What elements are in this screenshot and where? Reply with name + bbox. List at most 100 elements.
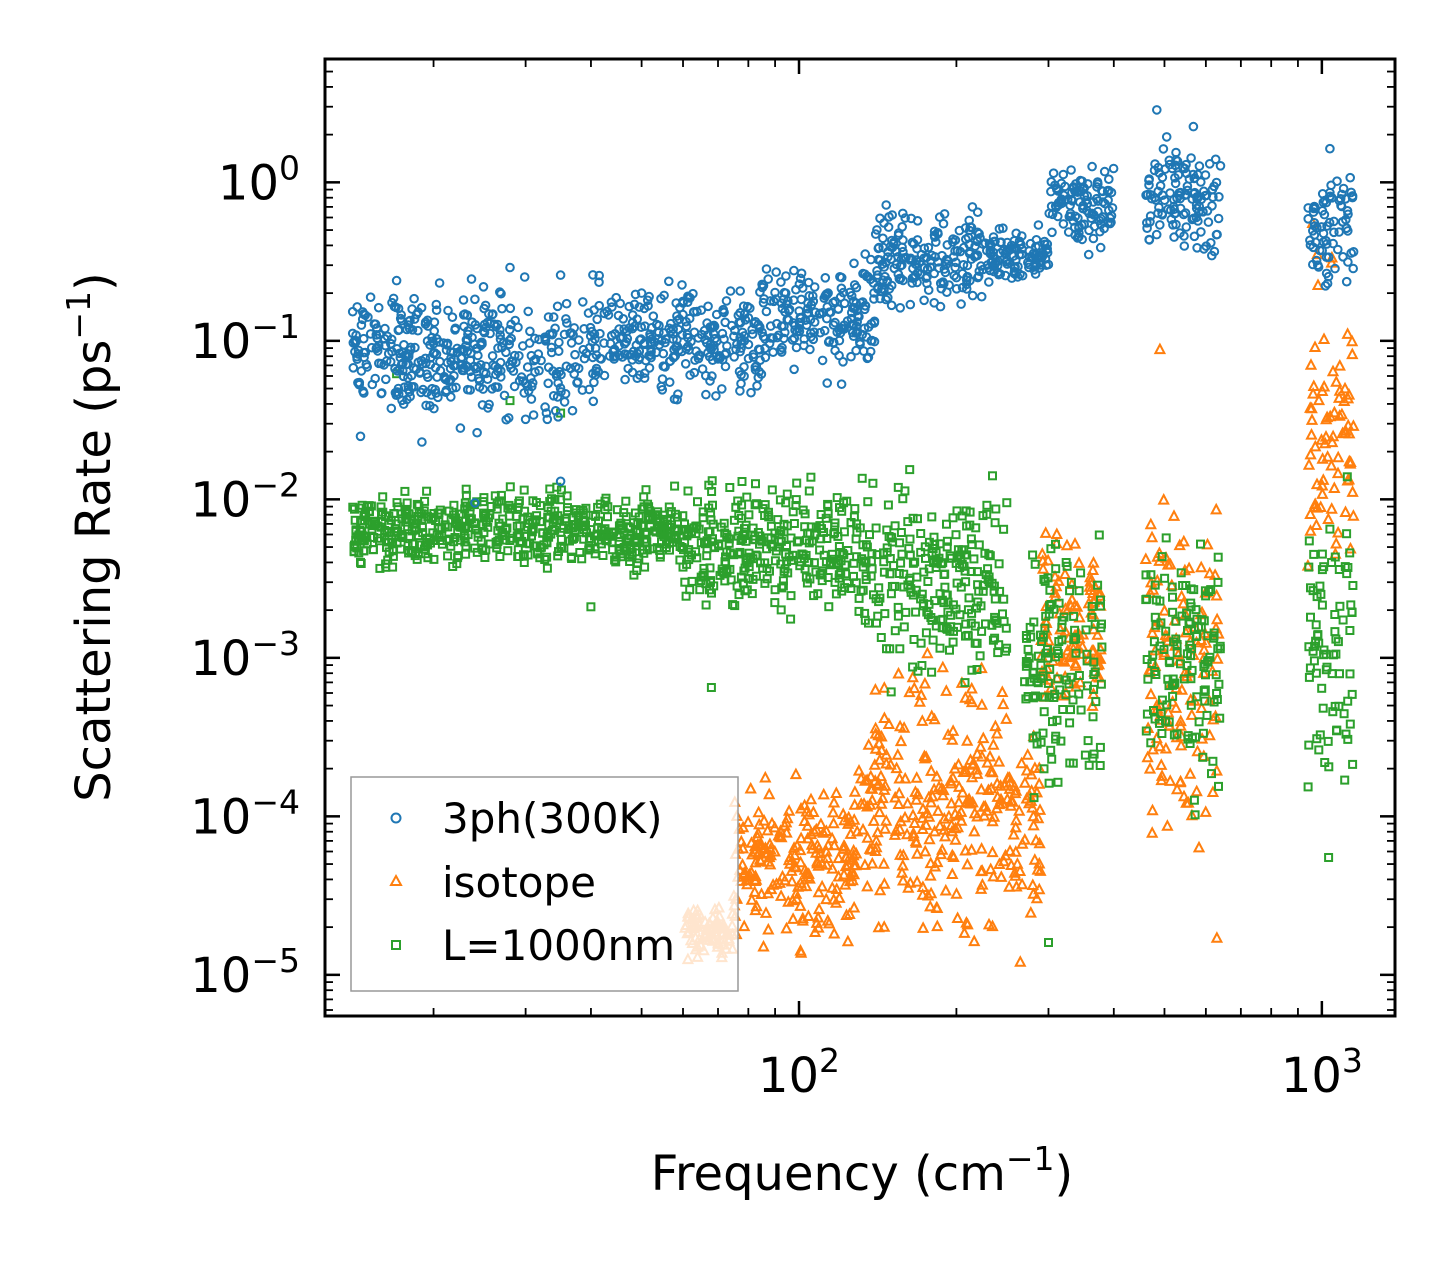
data-point-triangle bbox=[899, 771, 912, 784]
data-point-circle bbox=[1046, 177, 1057, 187]
data-point-square bbox=[1345, 626, 1355, 635]
data-point-square bbox=[1143, 674, 1153, 684]
data-point-circle bbox=[427, 336, 438, 347]
data-point-triangle bbox=[880, 747, 893, 760]
data-point-square bbox=[1182, 608, 1192, 618]
data-point-square bbox=[982, 500, 992, 510]
data-point-square bbox=[876, 633, 886, 642]
data-point-triangle bbox=[1326, 429, 1340, 442]
data-point-square bbox=[1150, 612, 1160, 622]
data-point-triangle bbox=[738, 919, 751, 932]
data-point-triangle bbox=[942, 809, 956, 822]
data-point-triangle bbox=[1083, 580, 1096, 592]
data-point-triangle bbox=[741, 815, 755, 827]
data-point-square bbox=[641, 485, 651, 495]
data-point-circle bbox=[429, 317, 440, 328]
data-point-square bbox=[1023, 644, 1033, 654]
data-point-triangle bbox=[1151, 550, 1164, 562]
data-point-square bbox=[543, 528, 553, 538]
data-point-triangle bbox=[984, 764, 997, 777]
data-point-circle bbox=[879, 285, 889, 295]
data-point-square bbox=[729, 550, 739, 560]
data-point-circle bbox=[720, 317, 731, 328]
data-point-triangle bbox=[878, 877, 891, 889]
data-point-circle bbox=[359, 352, 369, 363]
data-point-square bbox=[368, 545, 378, 555]
data-point-square bbox=[991, 504, 1001, 514]
data-point-circle bbox=[511, 357, 521, 368]
data-point-square bbox=[1333, 637, 1343, 647]
data-point-square bbox=[1192, 692, 1202, 702]
data-point-square bbox=[1209, 633, 1219, 643]
data-point-triangle bbox=[875, 797, 888, 809]
data-point-circle bbox=[645, 332, 656, 342]
data-point-square bbox=[804, 486, 814, 496]
data-point-square bbox=[948, 513, 958, 523]
data-point-square bbox=[1306, 612, 1315, 622]
data-point-square bbox=[978, 586, 988, 596]
data-point-triangle bbox=[963, 692, 977, 705]
data-point-square bbox=[1330, 701, 1340, 711]
data-point-triangle bbox=[1157, 492, 1170, 505]
data-point-circle bbox=[606, 297, 617, 308]
data-point-triangle bbox=[955, 805, 968, 817]
data-point-circle bbox=[1088, 197, 1099, 207]
data-point-square bbox=[680, 519, 689, 529]
data-point-square bbox=[1186, 598, 1196, 608]
data-point-circle bbox=[1144, 235, 1155, 245]
data-point-circle bbox=[950, 262, 961, 273]
data-point-square bbox=[1198, 752, 1208, 762]
data-point-circle bbox=[707, 371, 717, 381]
data-point-circle bbox=[413, 325, 423, 336]
data-point-triangle bbox=[803, 871, 816, 884]
data-point-circle bbox=[432, 372, 442, 382]
data-point-circle bbox=[747, 329, 758, 339]
legend-label-3ph: 3ph(300K) bbox=[442, 794, 662, 843]
data-point-square bbox=[924, 537, 934, 547]
data-point-triangle bbox=[751, 830, 764, 842]
data-point-triangle bbox=[1180, 796, 1193, 808]
data-point-square bbox=[437, 539, 447, 549]
data-point-circle bbox=[1084, 225, 1094, 236]
data-point-circle bbox=[1215, 161, 1226, 171]
data-point-triangle bbox=[778, 818, 791, 831]
data-point-circle bbox=[1184, 174, 1195, 184]
data-point-circle bbox=[390, 388, 401, 398]
data-point-square bbox=[574, 511, 583, 521]
data-point-circle bbox=[560, 389, 571, 399]
data-point-circle bbox=[881, 294, 891, 305]
data-point-triangle bbox=[748, 885, 761, 897]
data-point-circle bbox=[1309, 230, 1320, 240]
data-point-triangle bbox=[1185, 708, 1198, 720]
data-point-circle bbox=[929, 268, 940, 279]
data-point-circle bbox=[589, 377, 599, 388]
data-point-square bbox=[969, 554, 979, 564]
data-point-square bbox=[742, 553, 752, 563]
data-point-triangle bbox=[997, 854, 1010, 867]
data-point-square bbox=[778, 576, 788, 586]
data-point-triangle bbox=[804, 827, 818, 840]
data-point-square bbox=[492, 543, 502, 553]
data-point-square bbox=[1024, 653, 1034, 663]
data-point-square bbox=[1047, 754, 1057, 764]
data-point-square bbox=[1142, 655, 1152, 664]
data-point-triangle bbox=[908, 681, 921, 694]
data-point-circle bbox=[736, 370, 746, 380]
data-point-circle bbox=[645, 338, 656, 348]
data-point-square bbox=[1206, 585, 1216, 595]
data-point-square bbox=[1020, 677, 1030, 687]
data-point-square bbox=[514, 552, 524, 561]
data-point-square bbox=[634, 554, 644, 564]
data-point-triangle bbox=[1302, 458, 1316, 470]
data-point-circle bbox=[398, 371, 409, 382]
data-point-square bbox=[782, 489, 792, 499]
data-point-square bbox=[656, 528, 666, 538]
data-point-circle bbox=[1056, 194, 1067, 204]
data-point-square bbox=[956, 582, 966, 592]
data-point-square bbox=[960, 678, 970, 688]
data-point-triangle bbox=[1209, 621, 1223, 634]
data-point-triangle bbox=[1034, 864, 1047, 876]
data-point-circle bbox=[961, 234, 971, 244]
data-point-triangle bbox=[987, 869, 1000, 882]
data-point-triangle bbox=[1344, 541, 1357, 554]
